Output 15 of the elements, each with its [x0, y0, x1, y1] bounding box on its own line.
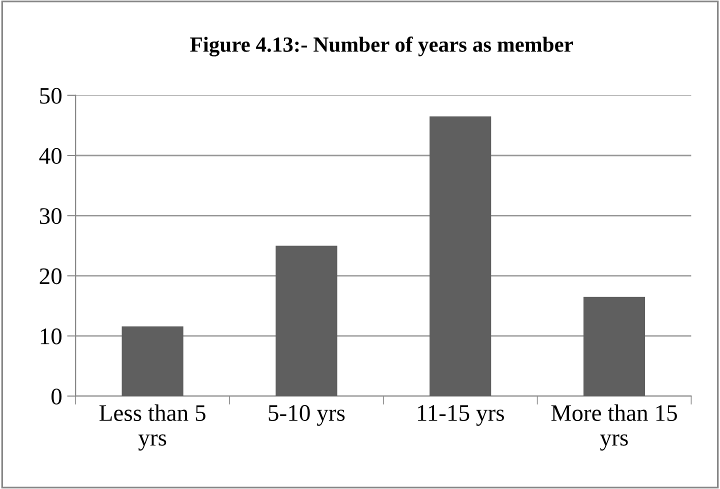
- bar: [276, 246, 338, 396]
- bar: [122, 326, 184, 396]
- chart-title: Figure 4.13:- Number of years as member: [190, 36, 573, 56]
- x-tick-label: 5-10 yrs: [268, 405, 345, 426]
- x-tick-label: More than 15 yrs: [551, 404, 677, 451]
- y-tick-label: 50: [40, 88, 62, 104]
- y-tick-label: 10: [40, 328, 62, 344]
- bar: [430, 116, 492, 396]
- y-tick-label: 20: [40, 268, 62, 284]
- bar: [583, 296, 646, 396]
- y-tick-label: 0: [52, 388, 62, 405]
- x-tick-label: Less than 5 yrs: [99, 404, 206, 451]
- y-tick-label: 30: [40, 208, 62, 224]
- y-tick-label: 40: [39, 148, 62, 164]
- x-tick-label: 11-15 yrs: [418, 405, 504, 426]
